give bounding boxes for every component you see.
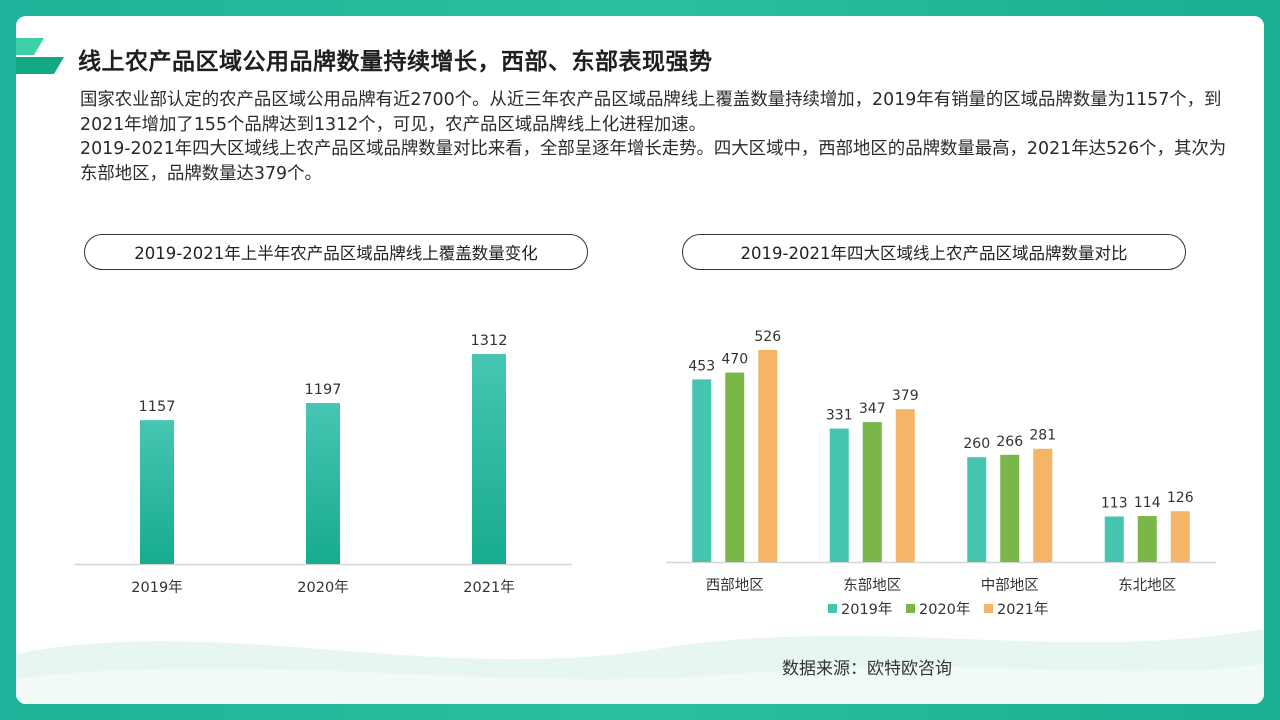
bar-中部地区-2021年 (1033, 448, 1053, 562)
bar-value-label: 1157 (139, 399, 176, 415)
bar-西部地区-2021年 (758, 350, 778, 562)
bar-东北地区-2020年 (1137, 516, 1157, 562)
bar-中部地区-2020年 (1000, 454, 1020, 562)
legend-label: 2019年 (841, 601, 892, 618)
slide-card: 线上农产品区域公用品牌数量持续增长，西部、东部表现强势 国家农业部认定的农产品区… (16, 16, 1264, 704)
bar-value-label: 126 (1167, 490, 1194, 506)
page-title: 线上农产品区域公用品牌数量持续增长，西部、东部表现强势 (78, 49, 713, 75)
bar-value-label: 114 (1134, 495, 1161, 511)
left-chart-title: 2019-2021年上半年农产品区域品牌线上覆盖数量变化 (84, 234, 588, 270)
bar-2019年 (140, 420, 174, 564)
description-paragraph-1: 国家农业部认定的农产品区域公用品牌有近2700个。从近三年农产品区域品牌线上覆盖… (80, 90, 1222, 135)
legend-label: 2020年 (919, 601, 970, 618)
x-tick-label: 2019年 (131, 579, 182, 596)
bar-东部地区-2021年 (895, 409, 915, 562)
description-paragraph-2: 2019-2021年四大区域线上农产品区域品牌数量对比来看，全部呈逐年增长走势。… (80, 139, 1227, 184)
bar-value-label: 453 (688, 358, 715, 374)
description: 国家农业部认定的农产品区域公用品牌有近2700个。从近三年农产品区域品牌线上覆盖… (80, 88, 1230, 186)
bar-value-label: 470 (721, 352, 748, 368)
legend-swatch (906, 604, 915, 613)
bar-value-label: 526 (754, 329, 781, 345)
x-tick-label: 东北地区 (1118, 577, 1176, 594)
bar-value-label: 260 (963, 436, 990, 452)
bar-东北地区-2019年 (1104, 516, 1124, 562)
bar-value-label: 331 (826, 408, 853, 424)
legend-swatch (828, 604, 837, 613)
bar-value-label: 281 (1029, 428, 1056, 444)
x-tick-label: 中部地区 (981, 577, 1039, 594)
bar-value-label: 1312 (471, 333, 508, 349)
data-source: 数据来源：欧特欧咨询 (782, 659, 952, 679)
title-accent-icon (16, 38, 64, 74)
bar-2020年 (306, 403, 340, 564)
bar-东部地区-2020年 (862, 422, 882, 562)
bar-东北地区-2021年 (1170, 511, 1190, 562)
bar-东部地区-2019年 (829, 428, 849, 562)
legend-label: 2021年 (997, 601, 1048, 618)
right-chart-title: 2019-2021年四大区域线上农产品区域品牌数量对比 (682, 234, 1186, 270)
bar-中部地区-2019年 (967, 457, 987, 562)
legend-swatch (984, 604, 993, 613)
background-wave (16, 629, 1264, 704)
bar-value-label: 1197 (305, 382, 342, 398)
x-tick-label: 2021年 (463, 579, 514, 596)
bar-value-label: 266 (996, 434, 1023, 450)
bar-value-label: 379 (892, 388, 919, 404)
bar-西部地区-2020年 (725, 372, 745, 562)
bar-2021年 (472, 353, 506, 564)
bar-value-label: 113 (1101, 495, 1128, 511)
x-tick-label: 东部地区 (843, 577, 901, 594)
bar-西部地区-2019年 (692, 379, 712, 562)
x-tick-label: 西部地区 (706, 577, 764, 594)
regional-bar-chart: 453 470 526 西部地区 331 347 379 东部地区 260 266 281 中部地区 1… (666, 329, 1216, 618)
coverage-bar-chart: 1157 2019年 1197 2020年 1312 2021年 (74, 333, 572, 596)
x-tick-label: 2020年 (297, 579, 348, 596)
bar-value-label: 347 (859, 401, 886, 417)
